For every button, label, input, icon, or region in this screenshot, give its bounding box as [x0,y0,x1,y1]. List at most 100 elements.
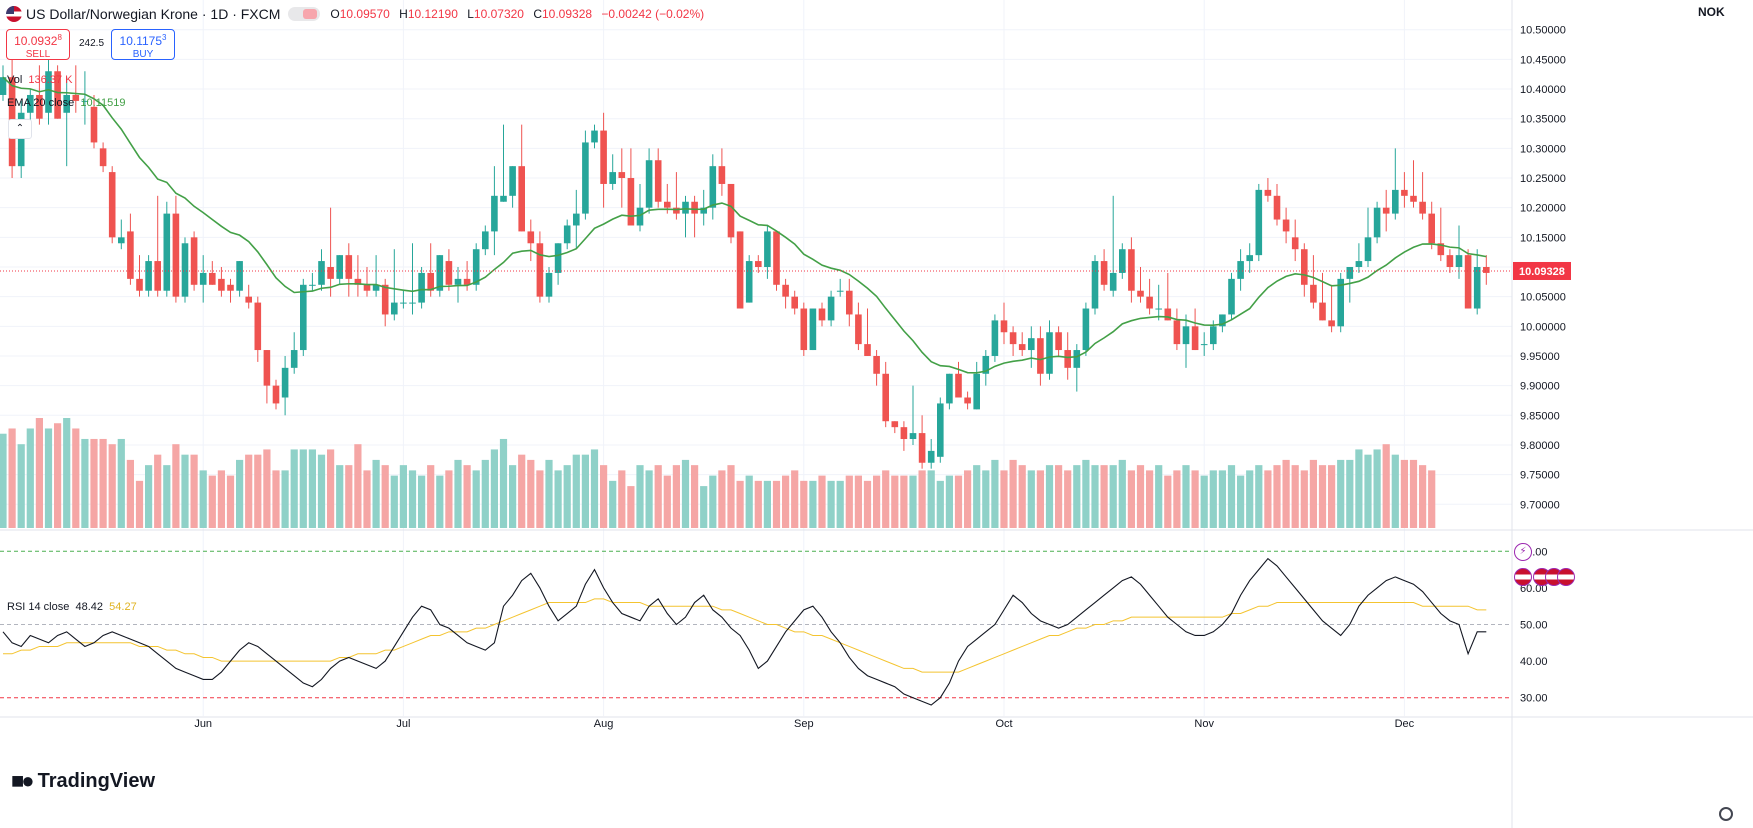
price-tick-label: 9.75000 [1520,470,1560,482]
candle-body [0,77,7,95]
chevron-up-icon[interactable]: ⌃ [8,119,32,139]
us-flag-icon[interactable] [1557,568,1575,586]
volume-bar [618,470,626,528]
volume-bar [1209,470,1217,528]
time-tick-label: Sep [794,718,814,730]
volume-bar [982,470,990,528]
candle-body [1392,189,1399,214]
buy-button[interactable]: 10.11753 BUY [111,29,175,60]
candle-body [300,284,307,351]
rsi-tick-label: 50.00 [1520,620,1548,632]
time-tick-label: Aug [594,718,614,730]
volume-bar [0,433,7,528]
volume-bar [181,454,189,528]
volume-bar [499,438,508,528]
candle-body [645,160,653,208]
candle-body [17,112,25,167]
candle-body [1137,290,1144,297]
price-tick-label: 9.95000 [1520,351,1560,363]
candle-body [1291,237,1299,250]
price-tick-label: 10.30000 [1520,143,1566,155]
volume-bar [272,470,280,528]
us-flag-icon [6,6,22,22]
volume-bar [154,454,162,528]
volume-bar [1246,470,1254,528]
volume-bar [627,486,635,528]
candle-body [627,178,635,226]
volume-bar [390,475,398,528]
candle-body [536,243,544,297]
volume-bar [90,438,98,528]
ema-legend[interactable]: EMA 20 close 10.11519 [7,97,126,109]
candle-body [800,308,808,351]
volume-bar [954,475,963,528]
volume-bar [418,475,426,528]
volume-bar [663,475,671,528]
candle-body [1273,195,1281,220]
candle-body [491,195,498,232]
rsi-legend[interactable]: RSI 14 close 48.42 54.27 [7,601,137,613]
candle-body [1219,314,1226,327]
candle-body [691,201,698,214]
candle-body [1073,350,1081,368]
volume-bar [636,465,644,528]
volume-bar [1136,465,1145,528]
candle-body [463,278,471,285]
volume-bar [1073,465,1081,528]
candle-body [673,207,680,214]
volume-bar [1155,465,1163,528]
candle-body [482,231,489,250]
symbol-title[interactable]: US Dollar/Norwegian Krone · 1D · FXCM [26,6,281,22]
candle-body [418,272,425,303]
bolt-icon[interactable]: ⚡ [1514,543,1532,561]
candle-body [354,278,362,285]
volume-bar [81,438,89,528]
candle-body [1364,237,1372,262]
volume-legend[interactable]: Vol 136.37 K [7,74,73,86]
candle-body [1446,255,1454,267]
candle-body [436,255,444,291]
candle-body [227,284,234,291]
candle-body [336,255,343,279]
candle-body [591,130,598,143]
gear-icon[interactable] [1719,807,1733,821]
candle-body [263,350,271,386]
candle-body [1473,267,1481,309]
volume-bar [1391,454,1399,528]
us-flag-icon[interactable] [1514,568,1532,586]
volume-bar [363,470,371,528]
sell-button[interactable]: 10.09328 SELL [6,29,70,60]
volume-bar [290,449,298,528]
time-tick-label: Jul [396,718,410,730]
volume-bar [509,465,517,528]
volume-bar [863,480,872,528]
volume-bar [1428,470,1436,528]
candle-body [1319,302,1326,321]
volume-bar [245,454,253,528]
candle-body [1164,308,1172,321]
candle-body [900,427,908,440]
volume-bar [1127,470,1135,528]
price-tick-label: 10.45000 [1520,54,1566,66]
candle-body [1419,201,1426,214]
volume-bar [691,465,699,528]
brand-logo[interactable]: ■● TradingView [11,768,156,793]
price-tick-label: 10.25000 [1520,173,1566,185]
volume-bar [172,444,180,528]
market-status-icon[interactable] [288,7,321,21]
candle-body [791,296,798,309]
candle-body [509,166,516,196]
currency-label[interactable]: NOK [1698,5,1725,19]
volume-bar [1100,465,1108,528]
volume-bar [918,470,926,528]
volume-bar [545,459,553,528]
volume-bar [809,480,817,528]
volume-bar [327,449,335,528]
candle-body [1000,320,1008,333]
candle-body [1191,326,1199,351]
candle-body [873,355,880,374]
candle-body [1064,350,1071,368]
volume-bar [190,454,198,528]
candle-body [318,261,325,285]
